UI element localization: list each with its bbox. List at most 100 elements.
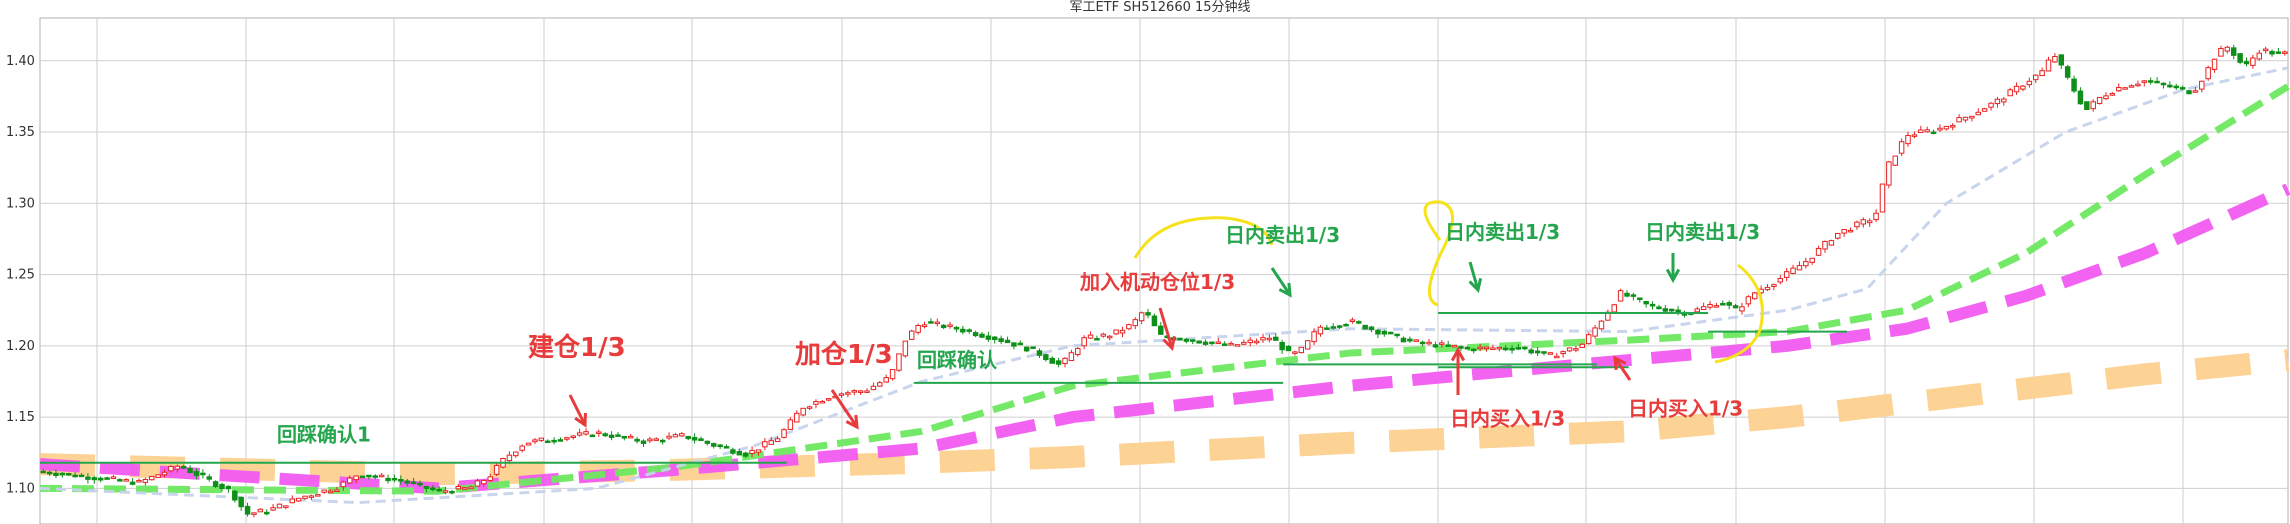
annotation-maichu-3: 日内卖出1/3 (1645, 220, 1760, 244)
candle-body (1317, 326, 1324, 335)
y-tick-label: 1.35 (6, 125, 35, 140)
candle-body (1643, 300, 1649, 305)
candle-body (1700, 306, 1707, 310)
candle-body (940, 324, 947, 329)
candle-body (97, 477, 104, 481)
candle-body (691, 436, 698, 441)
candle-body (1387, 331, 1394, 335)
candle-body (749, 449, 755, 454)
candle-body (1030, 346, 1036, 349)
candle-body (615, 434, 621, 437)
candle-body (1905, 135, 1911, 145)
candle-body (1796, 265, 1803, 271)
candle-body (1847, 229, 1854, 233)
candle-body (1515, 347, 1522, 350)
candle-body (40, 470, 46, 474)
candle-body (1004, 339, 1011, 344)
candle-body (1330, 326, 1336, 329)
candle-body (1726, 302, 1732, 306)
support-lines (40, 312, 1848, 464)
moving-average-line (39, 183, 2290, 495)
candle-body (142, 478, 149, 483)
candle-body (404, 480, 410, 484)
candle-body (659, 439, 666, 443)
candle-body (1292, 351, 1298, 354)
candle-body (1937, 127, 1943, 131)
candle-body (679, 433, 685, 437)
candle-body (1969, 115, 1975, 119)
candle-body (947, 324, 953, 327)
candle-body (1911, 134, 1918, 137)
candle-body (2064, 66, 2071, 78)
candle-body (857, 390, 864, 393)
candle-body (66, 472, 72, 476)
candle-body (1956, 117, 1962, 123)
candle-body (2269, 50, 2275, 55)
arrow-icon (1270, 267, 1292, 296)
candle-body (347, 477, 353, 484)
candle-body (800, 407, 806, 416)
arrow-head-icon (1468, 277, 1483, 294)
candle-body (992, 336, 998, 341)
candle-body (1241, 341, 1247, 345)
candle-body (1266, 337, 1273, 341)
candle-body (1566, 347, 1573, 352)
candle-body (442, 490, 449, 493)
candle-body (1592, 327, 1598, 337)
candle-body (1707, 304, 1713, 308)
candle-body (59, 472, 66, 476)
candle-body (1790, 267, 1796, 274)
annotation-jiancang: 建仓1/3 (528, 332, 626, 363)
candle-body (1336, 325, 1343, 328)
candle-body (1554, 355, 1560, 359)
candle-body (315, 494, 321, 497)
arrow-head-icon (845, 414, 859, 430)
candle-body (883, 377, 889, 383)
candle-body (1560, 351, 1566, 355)
candle-body (1752, 292, 1758, 300)
candle-body (1598, 320, 1605, 330)
candle-body (1803, 261, 1809, 267)
candle-body (1183, 338, 1190, 342)
candle-body (1943, 125, 1950, 130)
candle-body (1854, 221, 1860, 228)
candle-body (1285, 345, 1292, 352)
candle-body (621, 436, 628, 439)
candle-body (2001, 98, 2007, 103)
candle-body (1362, 324, 1368, 330)
candle-body (2084, 101, 2090, 111)
candle-body (1413, 339, 1419, 342)
candle-body (704, 440, 711, 444)
candle-body (2167, 84, 2173, 88)
candle-body (487, 476, 493, 481)
candle-body (1368, 326, 1375, 331)
candle-body (206, 476, 212, 480)
yellow-curve-mark (1423, 200, 1454, 307)
candle-body (666, 435, 672, 439)
candle-body (353, 475, 359, 481)
candle-body (1138, 312, 1145, 322)
candle-body (1866, 220, 1873, 224)
candle-body (263, 511, 270, 515)
candle-body (302, 495, 308, 499)
grid (39, 17, 2289, 524)
candle-body (819, 400, 826, 404)
candle-body (1994, 98, 2001, 105)
candle-body (461, 487, 468, 490)
candle-body (1298, 346, 1305, 354)
candle-body (1739, 306, 1745, 312)
candle-body (634, 438, 640, 442)
candle-body (1898, 141, 1905, 154)
candle-body (1126, 324, 1132, 330)
candle-body (1579, 343, 1586, 348)
candle-body (1713, 305, 1720, 308)
candle-body (1100, 333, 1107, 337)
candle-body (1675, 309, 1681, 313)
candle-body (1522, 346, 1528, 350)
y-tick-label: 1.20 (6, 339, 35, 354)
candle-body (1649, 303, 1656, 307)
arrow-head-icon (1162, 335, 1176, 351)
candle-body (845, 392, 851, 395)
y-tick-label: 1.30 (6, 196, 35, 211)
candle-body (2052, 56, 2058, 63)
